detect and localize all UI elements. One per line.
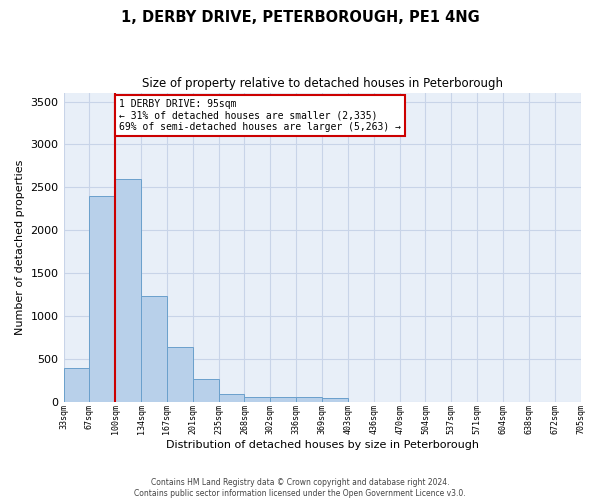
Bar [141, 296, 167, 402]
Bar [244, 396, 271, 402]
Bar [193, 380, 218, 402]
Y-axis label: Number of detached properties: Number of detached properties [15, 160, 25, 335]
Title: Size of property relative to detached houses in Peterborough: Size of property relative to detached ho… [142, 78, 503, 90]
Bar [218, 394, 244, 402]
Bar [89, 196, 115, 402]
Bar [296, 397, 322, 402]
Text: Contains HM Land Registry data © Crown copyright and database right 2024.
Contai: Contains HM Land Registry data © Crown c… [134, 478, 466, 498]
X-axis label: Distribution of detached houses by size in Peterborough: Distribution of detached houses by size … [166, 440, 479, 450]
Bar [115, 179, 141, 402]
Bar [64, 368, 89, 402]
Bar [271, 396, 296, 402]
Bar [167, 347, 193, 402]
Text: 1, DERBY DRIVE, PETERBOROUGH, PE1 4NG: 1, DERBY DRIVE, PETERBOROUGH, PE1 4NG [121, 10, 479, 25]
Text: 1 DERBY DRIVE: 95sqm
← 31% of detached houses are smaller (2,335)
69% of semi-de: 1 DERBY DRIVE: 95sqm ← 31% of detached h… [119, 99, 401, 132]
Bar [322, 398, 348, 402]
